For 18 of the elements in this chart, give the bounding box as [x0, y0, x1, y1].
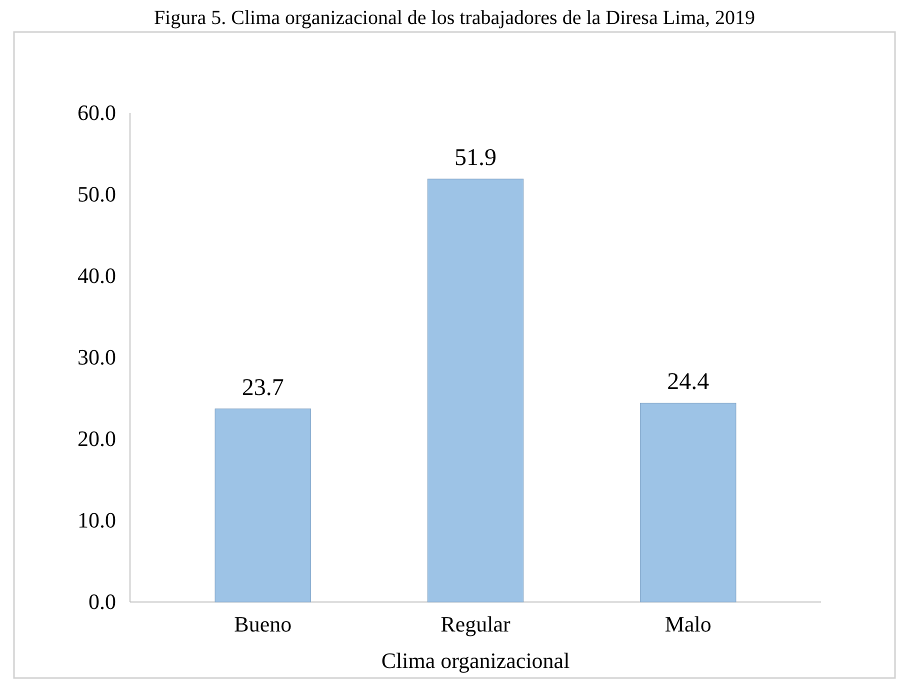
bar: [427, 178, 524, 602]
data-label: 24.4: [667, 369, 710, 396]
y-tick-label: 50.0: [78, 182, 116, 207]
y-tick-label: 60.0: [78, 100, 116, 126]
y-tick-label: 10.0: [78, 508, 116, 533]
bar: [214, 408, 311, 602]
y-tick-label: 0.0: [88, 589, 116, 614]
y-tick-label: 30.0: [78, 344, 116, 370]
chart-title: Figura 5. Clima organizacional de los trabajadores de la Diresa Lima, 2019: [154, 7, 756, 29]
x-axis-title: Clima organizacional: [381, 648, 570, 673]
x-tick-label: Bueno: [234, 612, 292, 637]
y-tick-label: 40.0: [78, 263, 116, 288]
x-tick-label: Regular: [440, 612, 511, 637]
data-label: 51.9: [454, 145, 496, 172]
data-label: 23.7: [242, 374, 284, 401]
x-tick-label: Malo: [664, 612, 712, 637]
bar: [640, 402, 736, 602]
y-tick-label: 20.0: [78, 426, 116, 452]
